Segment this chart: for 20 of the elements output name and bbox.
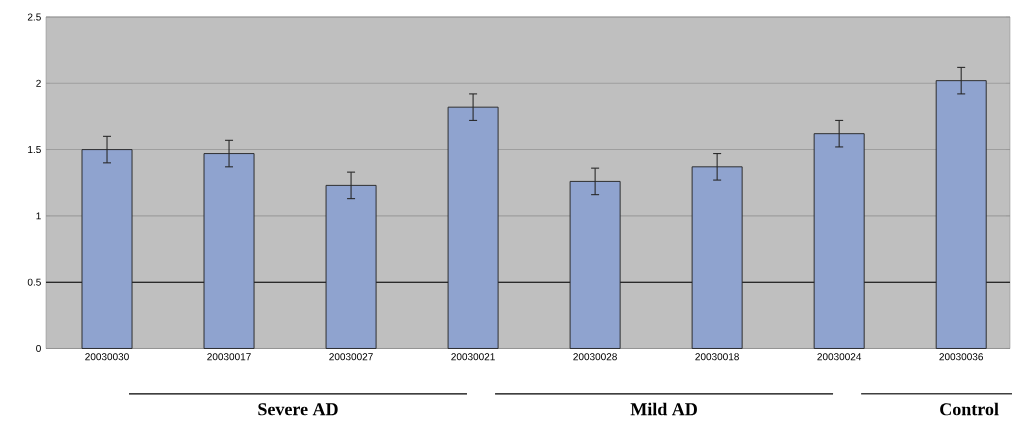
- y-tick-label: 2.5: [27, 13, 41, 21]
- y-tick-label: 0.5: [27, 278, 41, 286]
- y-tick-label: 0: [36, 344, 41, 353]
- x-tick-label: 20030027: [329, 353, 373, 361]
- y-tick-label: 1: [36, 212, 41, 220]
- text: Control: [940, 402, 999, 416]
- bar: [569, 180, 621, 349]
- y-tick-label: 1.5: [28, 146, 41, 154]
- x-tick-label: 20030036: [939, 353, 983, 361]
- x-tick-label: 20030021: [451, 353, 495, 361]
- text: Mild AD: [630, 402, 697, 416]
- x-tick-label: 20030017: [207, 353, 251, 361]
- x-tick-label: 20030028: [573, 353, 617, 361]
- y-tick-label: 2: [36, 79, 41, 87]
- text: Severe AD: [258, 403, 338, 416]
- x-tick-label: 20030024: [817, 353, 862, 361]
- bar: [325, 184, 377, 349]
- x-tick-label: 20030018: [695, 353, 739, 361]
- bar: [447, 106, 499, 349]
- x-tick-label: 20030030: [85, 353, 129, 361]
